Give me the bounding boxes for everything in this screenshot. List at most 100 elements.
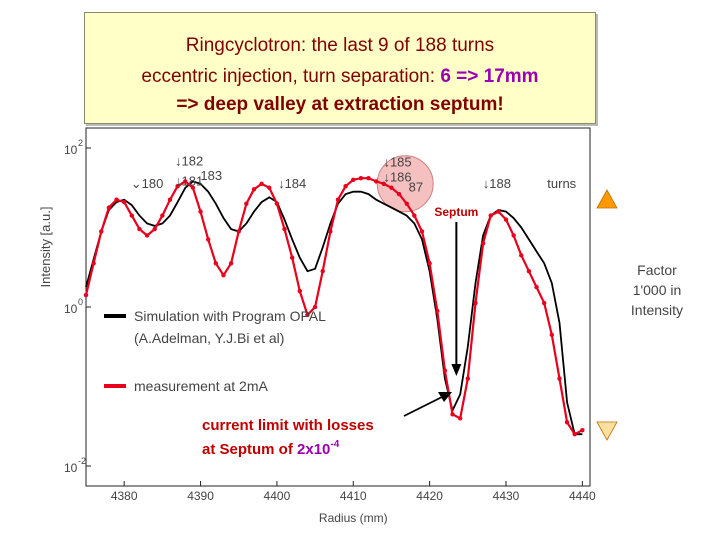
measurement-point bbox=[274, 201, 280, 206]
measurement-point bbox=[289, 255, 295, 260]
measurement-point bbox=[137, 226, 142, 232]
x-axis-label: Radius (mm) bbox=[319, 511, 388, 525]
measurement-point bbox=[99, 229, 104, 234]
measurement-point bbox=[435, 308, 440, 314]
measurement-point bbox=[496, 209, 501, 214]
measurement-point bbox=[236, 229, 241, 234]
measurement-point bbox=[205, 237, 211, 242]
turn-label: 87 bbox=[409, 180, 423, 195]
y-tick-exponent: 0 bbox=[78, 297, 83, 307]
measurement-point bbox=[366, 176, 371, 181]
loss-annotation-line1: current limit with losses bbox=[202, 417, 374, 434]
title-box: Ringcyclotron: the last 9 of 188 turns e… bbox=[84, 12, 596, 124]
measurement-point bbox=[251, 187, 257, 192]
measurement-point bbox=[396, 191, 402, 197]
y-tick-label: 10 bbox=[64, 302, 78, 316]
turn-label: ↓185 bbox=[383, 154, 411, 169]
x-tick-label: 4380 bbox=[111, 489, 138, 503]
title-line-3: => deep valley at extraction septum! bbox=[176, 94, 504, 115]
turn-label: 183 bbox=[200, 168, 222, 183]
measurement-point bbox=[152, 226, 157, 232]
measurement-point bbox=[160, 213, 165, 218]
measurement-point bbox=[351, 177, 356, 182]
turn-label: ↓181 bbox=[175, 173, 203, 188]
turns-callout-circle bbox=[376, 155, 434, 213]
x-tick-label: 4410 bbox=[340, 489, 367, 503]
turn-label: ↓182 bbox=[175, 153, 203, 168]
measurement-point bbox=[549, 332, 555, 338]
measurement-point bbox=[121, 199, 127, 205]
measurement-point bbox=[259, 181, 264, 186]
measurement-point bbox=[228, 261, 234, 266]
measurement-point bbox=[480, 241, 486, 246]
title-line-1: Ringcyclotron: the last 9 of 188 turns bbox=[185, 35, 495, 56]
turn-separation-highlight: 6 => 17mm bbox=[440, 66, 539, 87]
loss-arrow-head bbox=[438, 392, 452, 402]
measurement-point bbox=[358, 176, 364, 181]
measurement-point bbox=[114, 197, 119, 202]
factor-note: Factor 1'000 in Intensity bbox=[630, 262, 684, 318]
measurement-point bbox=[213, 261, 219, 266]
y-tick-label: 10 bbox=[64, 143, 78, 157]
loss-value: 2x10 bbox=[297, 441, 330, 458]
measurement-point bbox=[419, 229, 425, 234]
y-tick-exponent: -2 bbox=[78, 456, 86, 466]
x-tick-label: 4430 bbox=[493, 489, 520, 503]
measurement-point bbox=[83, 292, 89, 298]
y-tick-exponent: 2 bbox=[78, 138, 83, 148]
septum-arrow-head bbox=[451, 364, 462, 376]
measurement-point bbox=[580, 428, 585, 433]
measurement-point bbox=[106, 205, 112, 210]
x-tick-label: 4400 bbox=[264, 489, 291, 503]
turn-label: ↓186 bbox=[383, 169, 411, 184]
measurement-point bbox=[465, 376, 471, 381]
measurement-point bbox=[526, 269, 532, 274]
turn-label: turns bbox=[547, 176, 576, 191]
measurement-point bbox=[175, 183, 180, 189]
title-line-2-prefix: eccentric injection, turn separation: bbox=[141, 66, 441, 87]
septum-label: Septum bbox=[434, 205, 478, 219]
measurement-point bbox=[91, 261, 96, 266]
measurement-point bbox=[572, 432, 577, 437]
measurement-point bbox=[427, 261, 432, 266]
loss-prefix: at Septum of bbox=[202, 441, 297, 458]
measurement-point bbox=[328, 229, 333, 234]
measurement-point bbox=[534, 284, 539, 290]
measurement-point bbox=[144, 233, 150, 238]
measurement-point bbox=[381, 181, 387, 186]
measurement-point bbox=[190, 185, 196, 190]
measurement-point bbox=[488, 213, 493, 218]
turn-label: ⌄180 bbox=[131, 176, 164, 191]
legend-measurement-label: measurement at 2mA bbox=[134, 378, 268, 394]
measurement-point bbox=[404, 201, 409, 206]
measurement-point bbox=[320, 269, 325, 274]
measurement-point bbox=[198, 209, 203, 214]
measurement-point bbox=[221, 273, 226, 278]
measurement-point bbox=[305, 312, 310, 318]
measurement-point bbox=[564, 420, 570, 425]
title-line-2: eccentric injection, turn separation: 6 … bbox=[85, 66, 595, 88]
x-tick-label: 4390 bbox=[187, 489, 214, 503]
measurement-point bbox=[442, 368, 448, 373]
measurement-point bbox=[511, 233, 516, 238]
measurement-point bbox=[335, 197, 341, 202]
y-tick-label: 10 bbox=[64, 461, 78, 475]
measurement-point bbox=[557, 376, 562, 381]
turn-label: ↓188 bbox=[483, 176, 511, 191]
loss-exponent: -4 bbox=[330, 439, 339, 450]
measurement-point bbox=[129, 213, 135, 218]
loss-arrow-line bbox=[403, 396, 443, 417]
legend-simulation-authors: (A.Adelman, Y.J.Bi et al) bbox=[134, 330, 284, 346]
measurement-point bbox=[412, 213, 417, 218]
measurement-point bbox=[244, 201, 249, 206]
measurement-point bbox=[519, 253, 524, 258]
y-axis-label: Intensity [a.u.] bbox=[38, 207, 53, 288]
measurement-point bbox=[473, 300, 478, 306]
measurement-point bbox=[541, 300, 547, 306]
measurement-point bbox=[450, 412, 455, 417]
x-tick-label: 4420 bbox=[416, 489, 443, 503]
measurement-point bbox=[183, 179, 188, 184]
x-tick-label: 4440 bbox=[569, 489, 596, 503]
measurement-point bbox=[343, 183, 348, 189]
